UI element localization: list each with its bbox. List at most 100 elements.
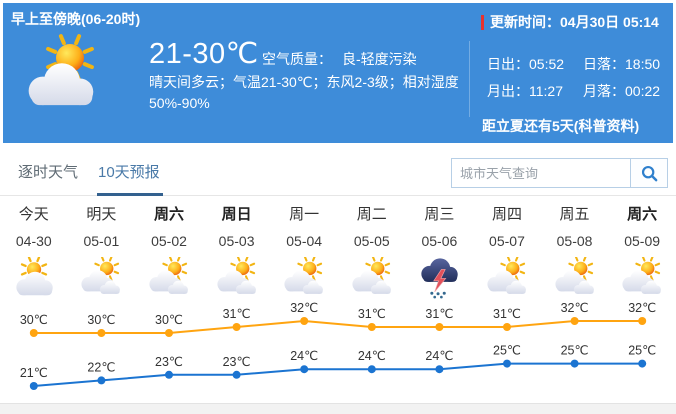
date-label: 05-04 [286, 233, 323, 249]
low-temp-label: 24℃ [358, 349, 386, 363]
cloudy-icon [473, 254, 541, 302]
city-search [451, 158, 668, 188]
low-temp-point [503, 359, 511, 368]
search-input[interactable] [451, 158, 630, 188]
weather-description: 晴天间多云；气温21-30℃；东风2-3级；相对湿度50%-90% [149, 74, 459, 111]
red-marker [481, 14, 484, 30]
cloudy-icon [270, 254, 338, 302]
search-button[interactable] [630, 158, 668, 188]
low-temp-label: 25℃ [628, 344, 656, 358]
low-temp-label: 24℃ [290, 349, 318, 363]
low-temp-label: 25℃ [561, 344, 589, 358]
page-background-strip [0, 403, 676, 414]
divider [469, 41, 470, 117]
low-temp-label: 23℃ [155, 355, 183, 369]
moonrise-time: 11:27 [529, 83, 563, 99]
low-temp-label: 22℃ [87, 360, 115, 374]
high-temp-point [300, 317, 309, 325]
high-temp-label: 31℃ [493, 307, 521, 321]
low-temp-label: 25℃ [493, 344, 521, 358]
date-label: 05-03 [218, 233, 255, 249]
low-temp-label: 23℃ [223, 355, 251, 369]
day-label: 今天 [18, 206, 49, 223]
date-label: 05-06 [421, 233, 458, 249]
tab-bar: 逐时天气 10天预报 [0, 143, 676, 196]
moonrise-label: 月出： [487, 83, 529, 99]
high-temp-point [232, 323, 241, 331]
day-label: 周六 [627, 206, 658, 223]
sunset: 日落：18:50 [583, 54, 660, 74]
day-label: 周四 [491, 206, 522, 223]
day-label: 周五 [559, 206, 590, 223]
moonrise: 月出：11:27 [487, 81, 583, 101]
day-label: 周六 [153, 206, 184, 223]
sunrise-time: 05:52 [529, 56, 565, 72]
day-label: 周三 [424, 206, 455, 223]
high-temp-label: 31℃ [223, 307, 251, 321]
temp-range: 21-30℃ [149, 38, 259, 70]
update-time-value: 04月30日 05:14 [560, 14, 659, 30]
air-quality-value: 良-轻度污染 [342, 51, 417, 67]
high-temp-point [570, 317, 579, 325]
low-temp-point [29, 382, 38, 390]
forecast-date-row: 04-30 05-01 05-02 05-03 05-04 05-05 05-06 05-07… [0, 230, 676, 252]
low-temp-point [367, 365, 376, 374]
low-temp-point [570, 359, 579, 368]
day-label: 周二 [356, 206, 387, 223]
high-temp-label: 31℃ [358, 307, 386, 321]
update-time: 更新时间： 04月30日 05:14 [481, 12, 659, 32]
current-weather-panel: 早上至傍晚(06-20时) 21-30℃ 空气质量： 良-轻度污染 晴天间多云；… [3, 3, 673, 143]
tab-10day-forecast[interactable]: 10天预报 [98, 164, 160, 181]
cloudy-icon [541, 254, 609, 302]
low-temp-point [165, 370, 173, 379]
day-label: 周日 [221, 206, 252, 223]
low-temp-point [300, 365, 309, 374]
sunset-time: 18:50 [625, 56, 661, 72]
high-temp-label: 32℃ [561, 302, 589, 315]
sun-cloud-icon [0, 254, 68, 302]
date-label: 05-05 [353, 233, 390, 249]
cloudy-icon [608, 254, 676, 302]
day-label: 周一 [289, 206, 320, 223]
high-temp-point [29, 329, 38, 337]
high-temp-label: 30℃ [87, 313, 115, 327]
low-temp-label: 21℃ [20, 366, 48, 380]
high-temp-point [97, 329, 106, 337]
high-temp-point [638, 317, 647, 325]
date-label: 05-02 [151, 233, 187, 249]
moonset: 月落：00:22 [583, 81, 660, 101]
high-temp-point [503, 323, 511, 331]
search-icon [640, 164, 659, 183]
high-temp-label: 30℃ [155, 313, 183, 327]
high-temp-point [367, 323, 376, 331]
thunderstorm-icon [406, 254, 474, 302]
date-label: 05-01 [83, 233, 120, 249]
air-quality: 空气质量： 良-轻度污染 [262, 49, 417, 69]
high-temp-label: 32℃ [628, 302, 656, 315]
low-temp-point [638, 359, 647, 368]
forecast-icon-row [0, 254, 676, 302]
active-tab-underline [97, 193, 163, 196]
high-temp-point [435, 323, 444, 331]
cloudy-icon [203, 254, 271, 302]
sun-moon-times: 日出：05:52 日落：18:50 月出：11:27 月落：00:22 [487, 54, 660, 101]
sun-cloud-icon [23, 33, 107, 113]
temperature-chart: 30℃ 30℃ 30℃ 31℃ 32℃ 31℃ 31℃ 31℃ 32℃ 32℃ 21℃ 22℃ 23℃ 2… [20, 302, 656, 390]
sunrise: 日出：05:52 [487, 54, 583, 74]
forecast-day-row: 今天 明天 周六 周日 周一 周二 周三 周四 周五 周六 [0, 204, 676, 226]
air-quality-label: 空气质量： [262, 51, 332, 67]
solar-term-link[interactable]: 距立夏还有5天(科普资料) [482, 118, 640, 134]
date-label: 05-08 [556, 233, 593, 249]
tab-hourly-weather[interactable]: 逐时天气 [18, 164, 79, 181]
high-temp-label: 32℃ [290, 302, 318, 315]
date-label: 05-09 [624, 233, 661, 249]
cloudy-icon [135, 254, 203, 302]
low-temp-point [97, 376, 106, 385]
day-label: 明天 [86, 206, 117, 223]
cloudy-icon [338, 254, 406, 302]
high-temp-label: 31℃ [425, 307, 453, 321]
date-label: 05-07 [489, 233, 525, 249]
moonset-label: 月落： [583, 83, 625, 99]
cloudy-icon [68, 254, 136, 302]
